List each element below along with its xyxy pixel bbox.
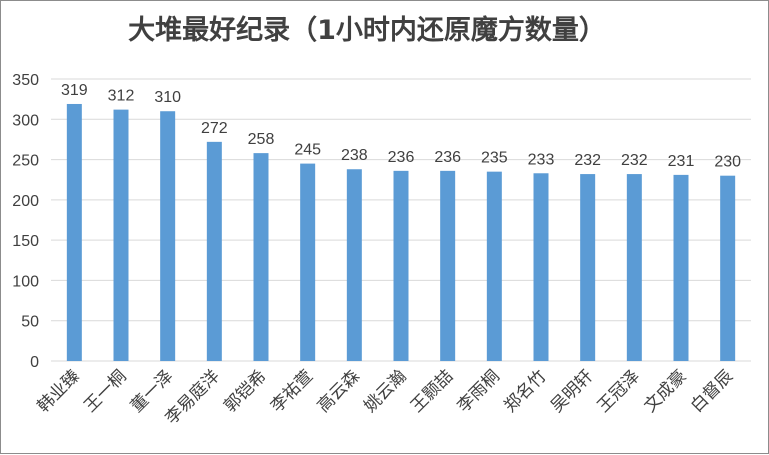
data-label: 238 [341,147,368,164]
x-tick-label: 高云森 [314,366,364,416]
bar [300,163,316,361]
bar [720,175,736,361]
bar [253,153,269,361]
data-label: 312 [108,88,135,105]
bar [440,170,456,361]
data-label: 236 [388,149,415,166]
bar [346,169,362,361]
bar [206,141,222,361]
y-tick-label: 0 [30,354,39,371]
bar [626,174,642,361]
y-tick-label: 250 [12,153,39,170]
data-label: 310 [154,89,181,106]
data-label: 231 [668,153,695,170]
data-label: 230 [714,154,741,171]
y-tick-label: 350 [12,72,39,89]
x-tick-label: 吴明轩 [547,366,597,416]
x-tick-label: 姚云瀚 [360,366,410,416]
bar [673,174,689,361]
x-tick-label: 王一桐 [80,366,130,416]
data-label: 235 [481,150,508,167]
data-label: 245 [294,142,321,159]
y-tick-label: 50 [21,314,39,331]
x-tick-label: 郭铠希 [220,366,270,416]
bar [533,173,549,361]
x-tick-label: 李祐萱 [267,366,317,416]
x-tick-label: 韩业臻 [34,366,84,416]
bar [393,170,409,361]
chart-title: 大堆最好纪录（1小时内还原魔方数量） [128,14,606,46]
bar [160,111,176,361]
bar [580,174,596,361]
x-tick-label: 白督辰 [687,366,737,416]
data-label: 258 [248,131,275,148]
data-label: 232 [574,152,601,169]
x-tick-label: 郑名竹 [500,366,550,416]
y-tick-label: 150 [12,233,39,250]
x-tick-label: 王冠泽 [594,366,644,416]
y-tick-label: 200 [12,193,39,210]
data-label: 272 [201,120,228,137]
data-label: 236 [434,149,461,166]
bar [113,109,129,361]
x-tick-label: 李雨桐 [454,366,504,416]
x-tick-label: 王颢喆 [407,366,457,416]
bar [486,171,502,361]
y-tick-label: 100 [12,273,39,290]
bar [66,103,82,361]
data-label: 319 [61,82,88,99]
data-label: 233 [528,151,555,168]
data-label: 232 [621,152,648,169]
x-tick-label: 文成豪 [640,366,691,417]
y-tick-label: 300 [12,112,39,129]
